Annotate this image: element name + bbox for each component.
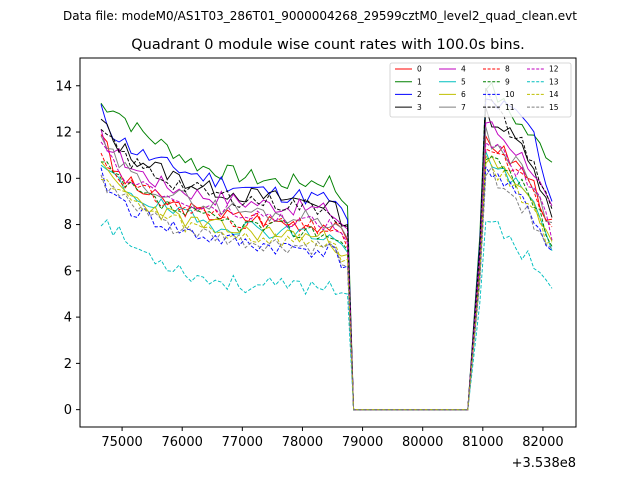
legend-label-2: 2: [417, 90, 422, 99]
legend-label-4: 4: [461, 65, 466, 74]
legend-label-9: 9: [505, 77, 510, 86]
y-tick-label: 8: [64, 218, 72, 233]
legend-label-5: 5: [461, 77, 466, 86]
plot-frame: [79, 57, 577, 428]
legend-label-10: 10: [505, 90, 515, 99]
legend-box: [389, 62, 572, 118]
legend-label-3: 3: [417, 103, 422, 112]
x-tick-label: 81000: [462, 435, 503, 450]
series-line-14: [100, 154, 553, 411]
x-tick-label: 76000: [162, 435, 203, 450]
figure-suptitle: Data file: modeM0/AS1T03_286T01_90000042…: [63, 9, 577, 23]
legend-label-12: 12: [549, 65, 559, 74]
series-layer: [100, 81, 553, 411]
series-line-10: [100, 165, 553, 411]
y-axis: 0 2 4 6 8 10 12 14: [55, 79, 80, 418]
legend-label-8: 8: [505, 65, 510, 74]
series-line-12: [100, 141, 553, 411]
x-tick-label: 79000: [342, 435, 383, 450]
legend-label-15: 15: [549, 103, 559, 112]
legend-label-11: 11: [505, 103, 515, 112]
legend-label-7: 7: [461, 103, 466, 112]
x-axis: 75000 76000 77000 78000 79000 80000 81000 82000: [101, 427, 564, 450]
x-tick-label: 82000: [522, 435, 563, 450]
y-tick-label: 4: [64, 311, 72, 326]
y-tick-label: 6: [64, 264, 72, 279]
y-tick-label: 12: [55, 126, 72, 141]
legend-label-0: 0: [417, 65, 422, 74]
legend-label-13: 13: [549, 77, 559, 86]
series-line-9: [100, 156, 553, 411]
legend-label-6: 6: [461, 90, 466, 99]
series-line-15: [100, 165, 553, 411]
x-tick-label: 77000: [222, 435, 263, 450]
x-tick-label: 80000: [402, 435, 443, 450]
x-tick-label: 78000: [282, 435, 323, 450]
chart-title: Quadrant 0 module wise count rates with …: [131, 37, 525, 53]
y-tick-label: 14: [55, 79, 72, 94]
y-tick-label: 2: [64, 357, 72, 372]
y-tick-label: 10: [55, 172, 72, 187]
series-line-13: [100, 218, 553, 411]
plot-area: [80, 58, 576, 427]
series-line-11: [100, 87, 553, 411]
x-tick-label: 75000: [101, 435, 142, 450]
y-tick-label: 0: [64, 403, 72, 418]
x-offset-label: +3.538e8: [512, 456, 576, 471]
legend-label-1: 1: [417, 77, 422, 86]
legend-label-14: 14: [549, 90, 559, 99]
